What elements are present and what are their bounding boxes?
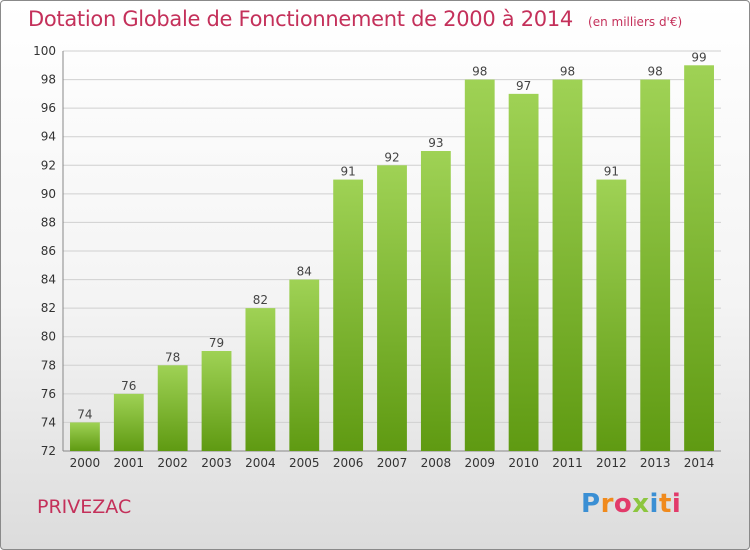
chart-title: Dotation Globale de Fonctionnement de 20… [28,7,573,31]
logo-letter: t [658,489,672,519]
x-tick-label: 2000 [70,456,101,470]
chart-subtitle: (en milliers d'€) [588,15,683,29]
proxiti-logo: Proxiti [581,489,681,519]
y-tick-label: 100 [33,44,56,58]
logo-letter: r [600,489,614,519]
data-label: 93 [428,136,443,150]
x-tick-label: 2012 [596,456,627,470]
x-tick-label: 2010 [508,456,539,470]
data-label: 74 [77,407,92,421]
bar [508,93,539,451]
y-tick-label: 86 [41,244,56,258]
bar [464,79,495,452]
y-tick-label: 76 [41,387,56,401]
data-label: 91 [340,165,355,179]
logo-letter: i [649,489,659,519]
x-tick-label: 2004 [245,456,276,470]
x-tick-label: 2005 [289,456,320,470]
data-label: 98 [648,65,663,79]
bar [596,179,627,452]
data-label: 78 [165,350,180,364]
y-tick-label: 90 [41,187,56,201]
data-label: 82 [253,293,268,307]
bar [552,79,583,452]
bar [245,308,276,451]
bars [70,65,714,452]
y-tick-label: 82 [41,301,56,315]
data-labels: 74 76 78 79 82 84 91 92 93 98 97 98 91 98 99 [77,50,706,421]
logo-letter: x [632,489,650,519]
x-tick-label: 2002 [157,456,188,470]
title-row: Dotation Globale de Fonctionnement de 20… [28,7,682,31]
x-tick-label: 2003 [201,456,232,470]
data-label: 92 [384,150,399,164]
y-tick-label: 78 [41,358,56,372]
data-label: 84 [297,265,312,279]
bar [420,151,451,451]
y-tick-labels: 72 74 76 78 80 82 84 86 88 90 92 94 96 98 100 [33,44,56,458]
y-tick-label: 92 [41,158,56,172]
y-tick-label: 74 [41,415,56,429]
data-label: 79 [209,336,224,350]
x-tick-label: 2008 [421,456,452,470]
bar [157,365,188,451]
y-tick-label: 94 [41,130,56,144]
y-tick-label: 96 [41,101,56,115]
x-tick-label: 2011 [552,456,583,470]
data-label: 91 [604,165,619,179]
y-tick-label: 80 [41,330,56,344]
y-tick-label: 98 [41,73,56,87]
data-label: 99 [691,50,706,64]
bar [113,393,144,451]
logo-letter: o [613,489,633,519]
bar [377,165,407,452]
logo-letter: P [581,489,601,519]
commune-name: PRIVEZAC [37,496,132,518]
y-tick-label: 88 [41,215,56,229]
bar [333,179,364,452]
x-tick-label: 2001 [114,456,145,470]
data-label: 97 [516,79,531,93]
y-tick-label: 84 [41,273,56,287]
data-label: 98 [472,65,487,79]
y-tick-label: 72 [41,444,56,458]
logo-letter: i [671,489,682,519]
bar [640,79,671,452]
x-tick-labels: 2000 2001 2002 2003 2004 2005 2006 2007 2008 2009… [70,456,715,470]
x-tick-label: 2014 [684,456,715,470]
bar [289,279,320,451]
x-tick-label: 2007 [377,456,408,470]
x-tick-label: 2006 [333,456,364,470]
data-label: 98 [560,65,575,79]
bar [70,422,100,451]
x-tick-label: 2009 [464,456,495,470]
x-tick-label: 2013 [640,456,671,470]
data-label: 76 [121,379,136,393]
bar [684,65,714,452]
bar [201,351,232,451]
